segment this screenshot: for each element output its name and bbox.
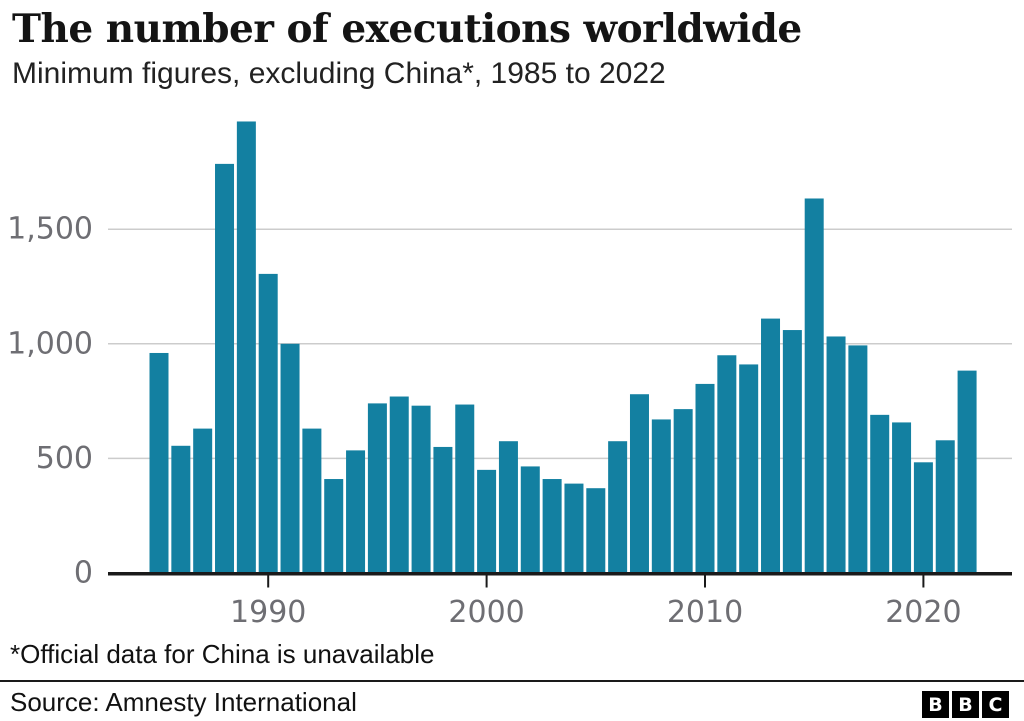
bar-2016 <box>826 336 846 573</box>
bar-1990 <box>258 273 278 573</box>
bar-1998 <box>433 446 453 573</box>
bbc-logo-letter: C <box>982 691 1009 718</box>
bbc-logo-letter: B <box>952 691 979 718</box>
bar-2011 <box>717 355 737 573</box>
bar-2021 <box>935 440 955 573</box>
x-tick-label-1990: 1990 <box>230 595 306 630</box>
bar-2012 <box>739 364 759 573</box>
bar-1991 <box>280 343 300 573</box>
bar-2013 <box>761 318 781 573</box>
bar-2015 <box>804 198 824 574</box>
bar-2002 <box>520 466 540 573</box>
bar-1997 <box>411 405 431 573</box>
y-tick-label-500: 500 <box>36 441 93 476</box>
bar-2004 <box>564 483 584 573</box>
y-tick-label-0: 0 <box>74 556 93 591</box>
chart-footnote: *Official data for China is unavailable <box>10 639 435 669</box>
bar-2005 <box>586 488 606 573</box>
footer-divider <box>0 680 1024 682</box>
bar-2007 <box>629 394 649 573</box>
bbc-logo-letter: B <box>922 691 949 718</box>
y-tick-label-1000: 1,000 <box>7 326 93 361</box>
bar-2003 <box>542 479 562 573</box>
x-tick-label-2010: 2010 <box>667 595 743 630</box>
x-tick-label-2000: 2000 <box>448 595 524 630</box>
bar-1994 <box>346 450 366 573</box>
bar-2020 <box>913 462 933 573</box>
bar-1996 <box>389 396 409 573</box>
bar-2008 <box>651 419 671 573</box>
bar-1987 <box>193 428 213 573</box>
bar-2001 <box>498 441 518 573</box>
bar-2019 <box>892 422 912 573</box>
bar-2009 <box>673 409 693 573</box>
x-tick-label-2020: 2020 <box>885 595 961 630</box>
bar-2017 <box>848 345 868 573</box>
bar-1993 <box>324 479 344 573</box>
bbc-logo: B B C <box>922 691 1009 718</box>
chart-title: The number of executions worldwide <box>12 6 802 52</box>
source-credit: Source: Amnesty International <box>10 687 357 717</box>
bar-1999 <box>455 404 475 573</box>
bar-1985 <box>149 352 169 573</box>
bar-2014 <box>782 330 802 573</box>
bar-2000 <box>477 469 497 573</box>
bar-2018 <box>870 414 890 573</box>
bar-1988 <box>215 163 235 573</box>
bar-2006 <box>608 441 628 573</box>
bar-1992 <box>302 428 322 573</box>
bar-1989 <box>236 121 256 573</box>
bar-1995 <box>367 403 387 573</box>
x-axis-line <box>108 572 1012 576</box>
chart-subtitle: Minimum figures, excluding China*, 1985 … <box>12 57 666 90</box>
bar-2010 <box>695 383 715 573</box>
y-tick-label-1500: 1,500 <box>7 212 93 247</box>
bar-2022 <box>957 370 977 573</box>
bar-1986 <box>171 445 191 573</box>
